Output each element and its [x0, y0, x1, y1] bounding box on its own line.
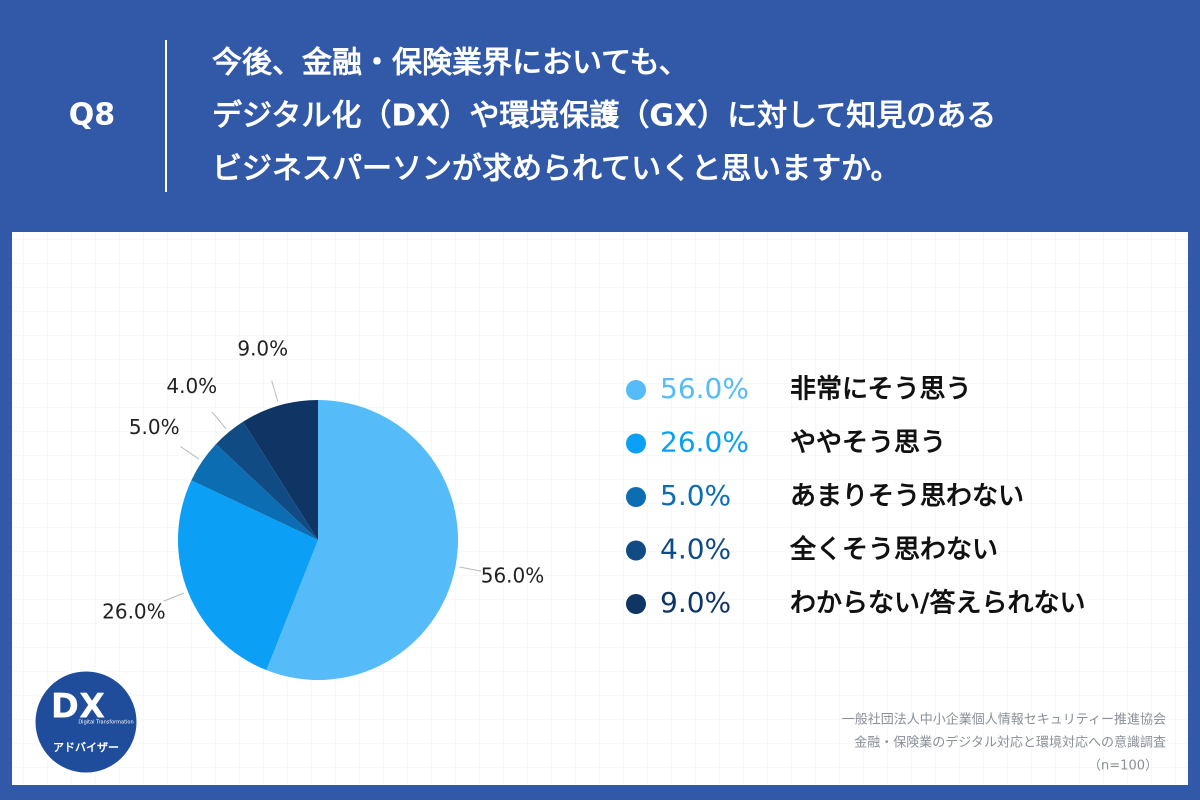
- pie-slice: [242, 400, 318, 540]
- leader-line: [271, 380, 279, 402]
- logo-circle: [32, 668, 140, 776]
- source-line: 一般社団法人中小企業個人情報セキュリティー推進協会: [842, 712, 1166, 728]
- data-label: 56.0%: [481, 564, 545, 588]
- legend-value: 56.0%: [660, 372, 749, 405]
- data-label: 5.0%: [129, 415, 180, 439]
- data-label: 9.0%: [237, 336, 288, 360]
- legend-label: ややそう思う: [790, 428, 946, 458]
- legend-label: 全くそう思わない: [789, 534, 998, 565]
- legend-swatch: [626, 540, 646, 561]
- legend-label: 非常にそう思う: [790, 375, 971, 405]
- legend-swatch: [626, 433, 646, 454]
- legend-value: 5.0%: [660, 479, 731, 512]
- data-label: 4.0%: [166, 374, 217, 398]
- leader-line: [459, 566, 482, 572]
- logo-mark: DX: [51, 687, 105, 727]
- legend-value: 9.0%: [660, 586, 731, 619]
- data-label: 26.0%: [102, 599, 166, 623]
- pie-slice: [177, 480, 318, 671]
- title-line: 今後、金融・保険業界においても、: [212, 46, 689, 81]
- leader-line: [163, 592, 185, 602]
- legend-swatch: [626, 487, 646, 507]
- pie-slice: [266, 400, 459, 680]
- logo-sub: Digital Transformation: [78, 720, 133, 726]
- legend-label: あまりそう思わない: [790, 482, 1024, 512]
- source-line: （n=100）: [1088, 759, 1158, 774]
- legend-value: 4.0%: [660, 533, 731, 566]
- pie-slice: [215, 421, 318, 540]
- logo: DX Digital Transformation アドバイザー: [32, 668, 140, 776]
- pie-slice: [191, 444, 318, 540]
- legend-swatch: [626, 594, 646, 614]
- leader-line: [180, 446, 200, 460]
- source-line: 金融・保険業のデジタル対応と環境対応への意識調査: [854, 735, 1166, 751]
- question-label: Q8: [69, 98, 115, 133]
- title-line: デジタル化（DX）や環境保護（GX）に対して知見のある: [212, 99, 996, 134]
- chart: 56.0% 26.0% 5.0% 4.0% 9.0% 56.0% 非常にそう思う 26.0% や…: [102, 336, 1086, 680]
- legend-label: わからない/答えられない: [790, 588, 1086, 619]
- legend-swatch: [626, 380, 646, 400]
- leader-line: [211, 411, 227, 430]
- legend-value: 26.0%: [660, 426, 749, 459]
- title-line: ビジネスパーソンが求められていくと思いますか。: [212, 152, 901, 187]
- logo-name: アドバイザー: [53, 741, 119, 754]
